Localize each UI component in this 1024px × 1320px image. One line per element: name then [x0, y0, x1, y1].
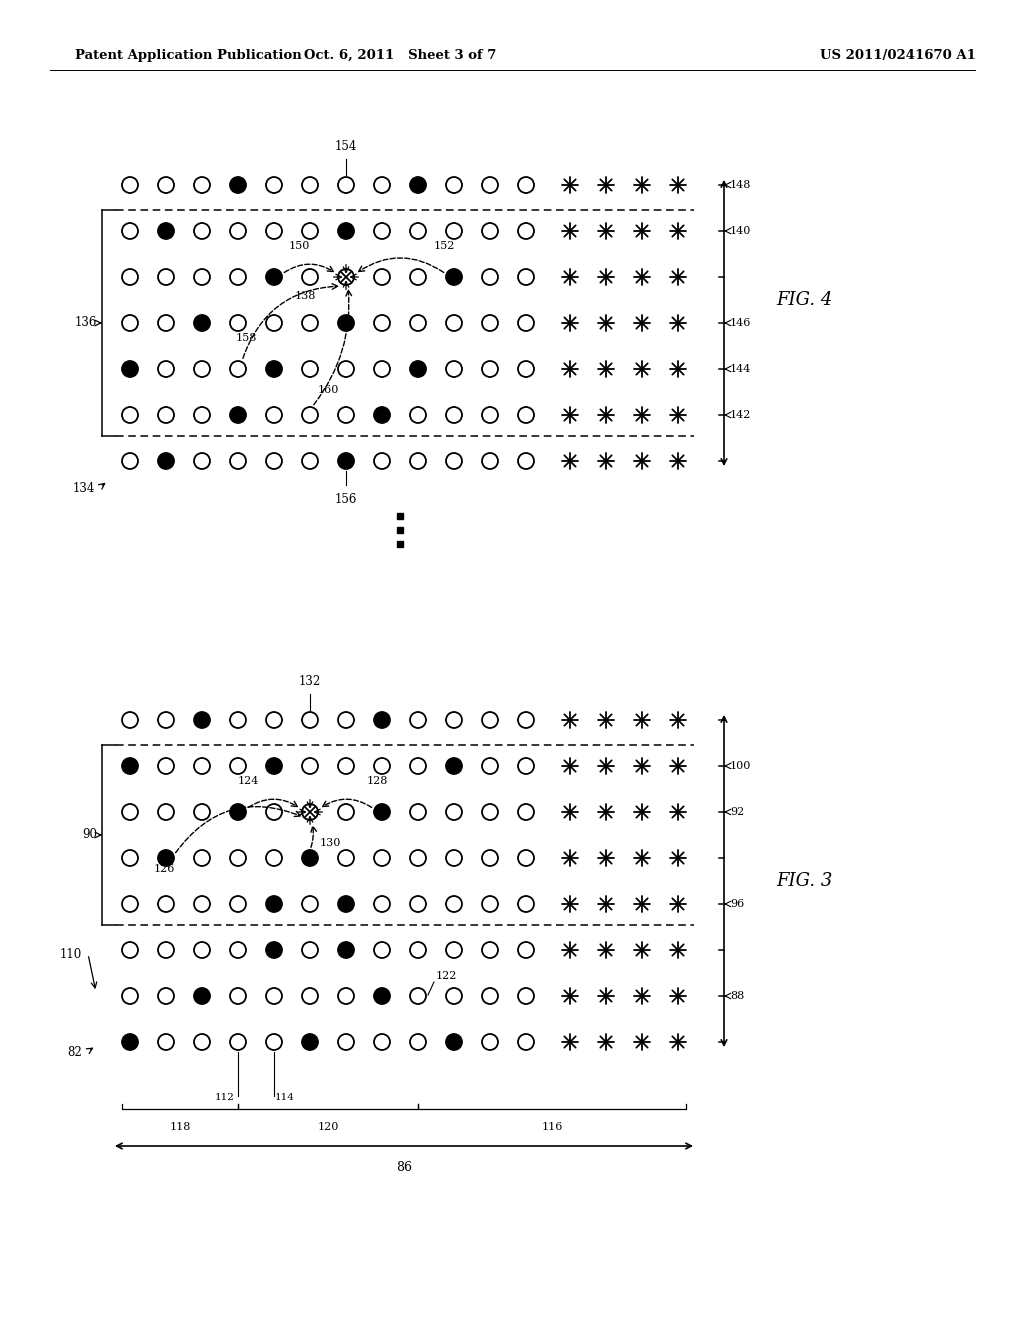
- Circle shape: [410, 177, 426, 193]
- Text: 144: 144: [730, 364, 752, 374]
- Text: 100: 100: [730, 762, 752, 771]
- Circle shape: [194, 711, 210, 729]
- Text: 128: 128: [367, 776, 388, 785]
- Text: 160: 160: [317, 385, 339, 395]
- Text: 152: 152: [433, 242, 455, 251]
- Circle shape: [122, 1034, 138, 1049]
- Circle shape: [194, 315, 210, 331]
- Circle shape: [266, 758, 282, 774]
- Text: 150: 150: [289, 242, 310, 251]
- Circle shape: [194, 987, 210, 1005]
- Circle shape: [266, 269, 282, 285]
- Circle shape: [266, 896, 282, 912]
- Circle shape: [446, 758, 462, 774]
- Circle shape: [338, 896, 354, 912]
- Text: 112: 112: [215, 1093, 234, 1102]
- Text: 120: 120: [317, 1122, 339, 1133]
- Text: 158: 158: [236, 333, 257, 343]
- Text: 148: 148: [730, 180, 752, 190]
- Text: 124: 124: [238, 776, 259, 785]
- Circle shape: [266, 360, 282, 378]
- Circle shape: [338, 453, 354, 469]
- Circle shape: [374, 987, 390, 1005]
- Text: FIG. 4: FIG. 4: [776, 290, 833, 309]
- Circle shape: [158, 850, 174, 866]
- Text: 134: 134: [73, 483, 95, 495]
- Circle shape: [302, 1034, 318, 1049]
- Text: 136: 136: [75, 317, 97, 330]
- Circle shape: [374, 711, 390, 729]
- Circle shape: [338, 315, 354, 331]
- Circle shape: [230, 804, 246, 820]
- Text: 116: 116: [542, 1122, 562, 1133]
- Text: 138: 138: [295, 290, 316, 301]
- Circle shape: [446, 1034, 462, 1049]
- Text: 142: 142: [730, 411, 752, 420]
- Text: 130: 130: [319, 838, 341, 847]
- Text: 154: 154: [335, 140, 357, 153]
- Text: 90: 90: [82, 829, 97, 842]
- Circle shape: [230, 407, 246, 422]
- Circle shape: [446, 269, 462, 285]
- Text: 96: 96: [730, 899, 744, 909]
- Text: 92: 92: [730, 807, 744, 817]
- Circle shape: [374, 804, 390, 820]
- Text: 86: 86: [396, 1162, 412, 1173]
- Text: 118: 118: [169, 1122, 190, 1133]
- Text: FIG. 3: FIG. 3: [776, 873, 833, 890]
- Circle shape: [230, 177, 246, 193]
- Text: 114: 114: [275, 1093, 295, 1102]
- Circle shape: [266, 942, 282, 958]
- Circle shape: [122, 360, 138, 378]
- Text: US 2011/0241670 A1: US 2011/0241670 A1: [820, 49, 976, 62]
- Text: 88: 88: [730, 991, 744, 1001]
- Circle shape: [374, 407, 390, 422]
- Text: 132: 132: [299, 675, 322, 688]
- Text: 110: 110: [59, 949, 82, 961]
- Text: Patent Application Publication: Patent Application Publication: [75, 49, 302, 62]
- Text: 140: 140: [730, 226, 752, 236]
- Circle shape: [338, 223, 354, 239]
- Circle shape: [158, 453, 174, 469]
- Circle shape: [410, 360, 426, 378]
- Text: 156: 156: [335, 492, 357, 506]
- Circle shape: [158, 223, 174, 239]
- Text: 126: 126: [154, 865, 175, 874]
- Text: 122: 122: [436, 972, 458, 981]
- Circle shape: [338, 942, 354, 958]
- Circle shape: [302, 850, 318, 866]
- Text: 82: 82: [68, 1045, 82, 1059]
- Circle shape: [122, 758, 138, 774]
- Text: Oct. 6, 2011   Sheet 3 of 7: Oct. 6, 2011 Sheet 3 of 7: [304, 49, 497, 62]
- Text: 146: 146: [730, 318, 752, 327]
